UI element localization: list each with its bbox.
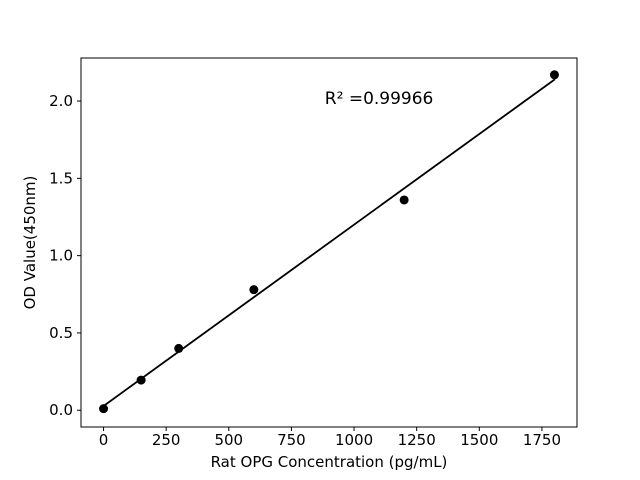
data-point [249, 285, 259, 295]
data-point [174, 343, 184, 353]
x-tick-label: 0 [99, 431, 109, 449]
y-tick-label: 1.0 [49, 247, 73, 265]
y-tick-label: 1.5 [49, 169, 73, 187]
x-tick-label: 750 [277, 431, 306, 449]
data-point [549, 70, 559, 80]
x-tick-label: 1500 [460, 431, 498, 449]
plot-border [80, 57, 578, 428]
x-tick-label: 1250 [398, 431, 436, 449]
data-point [99, 404, 109, 414]
y-tick-label: 2.0 [49, 92, 73, 110]
data-point [399, 195, 409, 205]
x-tick-label: 250 [152, 431, 181, 449]
data-point [136, 375, 146, 385]
x-axis-label: Rat OPG Concentration (pg/mL) [211, 453, 448, 471]
fit-line [102, 78, 556, 407]
r-squared-annotation: R² =0.99966 [325, 89, 434, 109]
x-tick-label: 500 [214, 431, 243, 449]
y-tick-label: 0.0 [49, 401, 73, 419]
x-tick-label: 1750 [523, 431, 561, 449]
x-tick-label: 1000 [335, 431, 373, 449]
y-tick-label: 0.5 [49, 324, 73, 342]
y-axis-label: OD Value(450nm) [21, 176, 39, 310]
